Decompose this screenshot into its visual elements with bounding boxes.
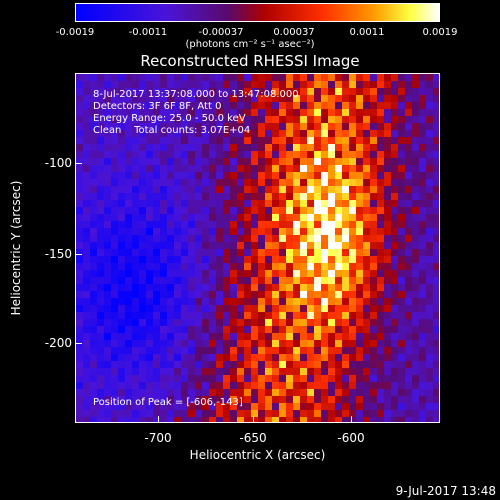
colorbar-tick-label: -0.0011	[128, 27, 168, 38]
clean-counts-label: Clean Total counts: 3.07E+04	[93, 125, 251, 136]
colorbar-units: (photons cm⁻² s⁻¹ asec⁻²)	[185, 39, 315, 50]
plot-title: Reconstructed RHESSI Image	[140, 52, 360, 70]
y-tick-mark	[76, 163, 82, 164]
y-axis-title: Heliocentric Y (arcsec)	[9, 180, 23, 316]
y-tick-label: -150	[44, 247, 72, 261]
colorbar	[75, 3, 440, 22]
x-axis-title: Heliocentric X (arcsec)	[189, 448, 326, 462]
colorbar-tick-label: -0.00037	[198, 27, 244, 38]
x-tick-mark	[253, 416, 254, 422]
time-range-label: 8-Jul-2017 13:37:08.000 to 13:47:08.000	[93, 89, 299, 100]
y-tick-mark	[76, 254, 82, 255]
x-tick-mark	[351, 416, 352, 422]
colorbar-tick-label: -0.0019	[55, 27, 95, 38]
rhessi-image-plot	[75, 73, 440, 423]
energy-range-label: Energy Range: 25.0 - 50.0 keV	[93, 113, 246, 124]
x-tick-label: -600	[337, 431, 365, 445]
y-tick-mark	[76, 343, 82, 344]
x-tick-label: -650	[239, 431, 267, 445]
x-tick-label: -700	[144, 431, 172, 445]
rhessi-intensity-map	[76, 74, 439, 422]
timestamp: 9-Jul-2017 13:48	[395, 484, 496, 498]
x-tick-mark	[158, 416, 159, 422]
colorbar-tick-label: 0.0011	[349, 27, 385, 38]
colorbar-tick-label: 0.00037	[273, 27, 315, 38]
colorbar-gradient	[76, 4, 439, 21]
peak-position-label: Position of Peak = [-606,-143]	[93, 397, 243, 408]
detectors-label: Detectors: 3F 6F 8F, Att 0	[93, 101, 222, 112]
colorbar-tick-label: 0.0019	[422, 27, 458, 38]
y-tick-label: -100	[44, 156, 72, 170]
y-tick-label: -200	[44, 336, 72, 350]
